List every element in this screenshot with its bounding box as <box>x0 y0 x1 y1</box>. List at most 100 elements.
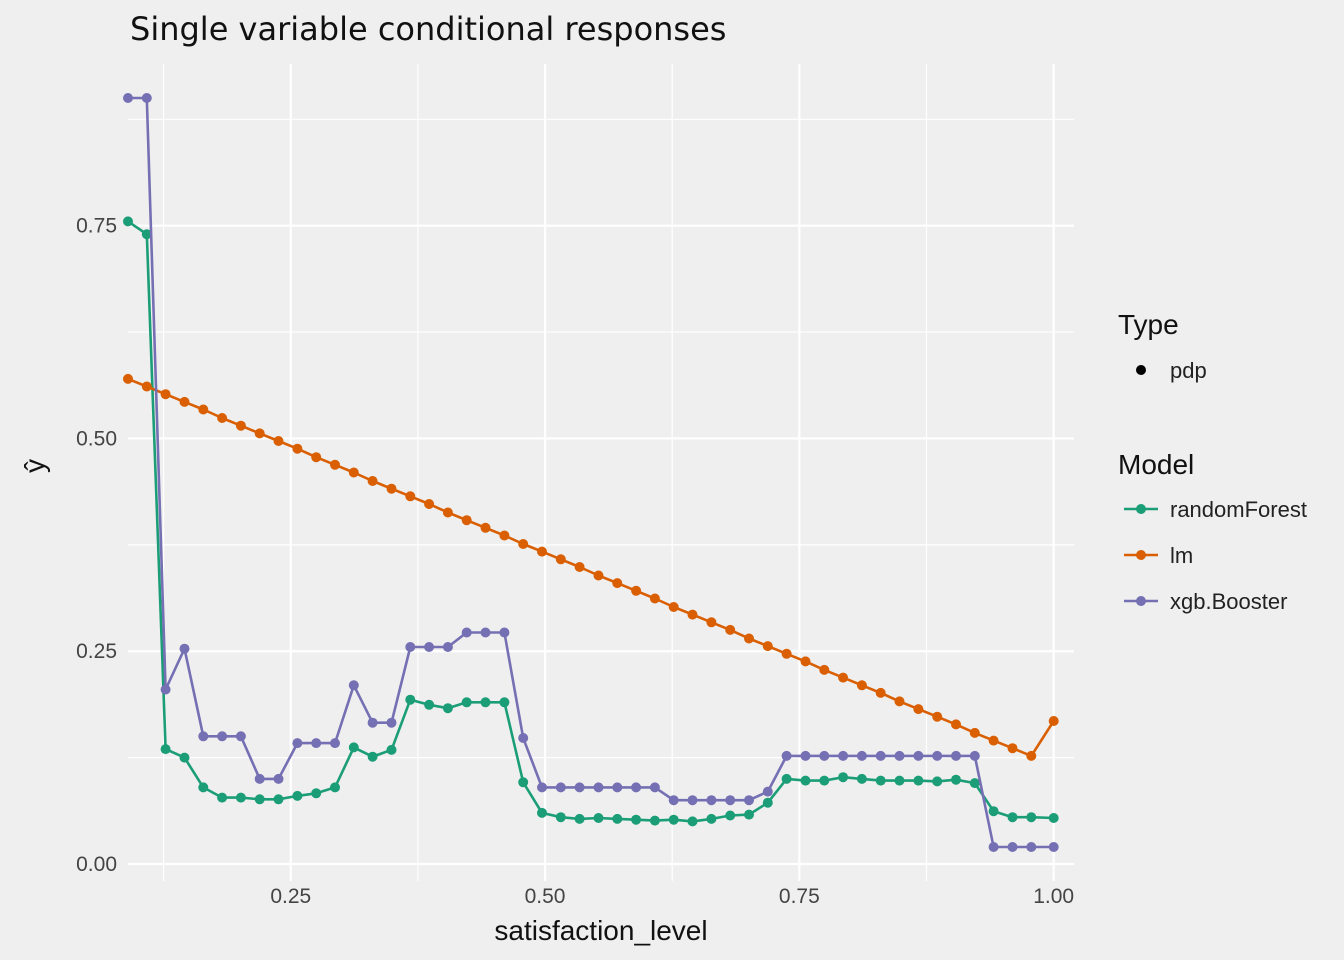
legend-key-point-lm <box>1136 550 1146 560</box>
data-point-randomforest <box>631 814 642 825</box>
data-point-xgb-booster <box>668 795 679 806</box>
data-point-xgb-booster <box>762 786 773 797</box>
data-point-randomforest <box>649 815 660 826</box>
data-point-randomforest <box>367 751 378 762</box>
data-point-xgb-booster <box>744 795 754 806</box>
legend: Type pdp Model randomForest lm xgb.Booster <box>1118 309 1307 614</box>
data-point-lm <box>875 687 886 698</box>
data-point-randomforest <box>424 699 435 710</box>
data-point-xgb-booster <box>969 750 980 761</box>
data-point-randomforest <box>838 772 849 783</box>
data-point-lm <box>386 483 397 494</box>
data-point-xgb-booster <box>386 717 397 728</box>
data-point-lm <box>894 696 905 707</box>
data-point-lm <box>405 491 416 502</box>
data-point-xgb-booster <box>800 750 811 761</box>
data-point-xgb-booster <box>1048 842 1059 852</box>
x-axis-title: satisfaction_level <box>494 915 707 946</box>
data-point-lm <box>1007 743 1018 754</box>
data-point-randomforest <box>1026 812 1037 823</box>
data-point-xgb-booster <box>875 750 886 761</box>
data-point-xgb-booster <box>518 733 529 743</box>
data-point-randomforest <box>330 782 340 793</box>
data-point-lm <box>856 680 867 691</box>
data-point-lm <box>480 522 491 533</box>
legend-label-lm: lm <box>1170 543 1193 568</box>
data-point-randomforest <box>235 792 246 803</box>
data-point-randomforest <box>1007 812 1018 823</box>
data-point-xgb-booster <box>555 782 566 793</box>
y-tick-label: 0.50 <box>76 427 117 450</box>
data-point-randomforest <box>762 797 773 808</box>
data-point-randomforest <box>442 703 453 714</box>
data-point-lm <box>781 648 792 659</box>
data-point-xgb-booster <box>706 795 717 806</box>
data-point-xgb-booster <box>913 750 924 761</box>
data-point-xgb-booster <box>631 782 642 793</box>
data-point-lm <box>951 719 961 730</box>
data-point-lm <box>123 373 133 384</box>
data-point-xgb-booster <box>932 750 943 761</box>
data-point-lm <box>744 633 754 644</box>
data-point-xgb-booster <box>424 642 435 652</box>
data-point-lm <box>141 381 152 392</box>
data-point-randomforest <box>480 697 491 708</box>
data-point-lm <box>273 436 284 446</box>
data-point-randomforest <box>687 816 698 827</box>
data-point-xgb-booster <box>951 750 961 761</box>
data-point-xgb-booster <box>593 782 604 793</box>
data-point-lm <box>461 515 472 526</box>
data-point-xgb-booster <box>273 773 284 784</box>
series-layer <box>123 93 1059 852</box>
data-point-randomforest <box>744 809 754 820</box>
data-point-xgb-booster <box>254 773 265 784</box>
plot-panel <box>128 64 1074 881</box>
data-point-randomforest <box>254 794 265 805</box>
data-point-lm <box>198 404 209 415</box>
data-point-randomforest <box>969 778 980 789</box>
data-point-lm <box>800 656 811 667</box>
data-point-randomforest <box>593 813 604 823</box>
legend-key-point-randomforest <box>1136 504 1146 514</box>
data-point-xgb-booster <box>574 782 585 793</box>
data-point-xgb-booster <box>725 795 736 806</box>
data-point-randomforest <box>706 813 717 824</box>
data-point-lm <box>612 578 623 589</box>
legend-key-point-xgb-booster <box>1136 596 1146 606</box>
data-point-xgb-booster <box>894 750 905 761</box>
legend-model-entries: randomForest lm xgb.Booster <box>1124 497 1307 614</box>
series-lm <box>123 373 1059 761</box>
data-point-xgb-booster <box>461 627 472 638</box>
data-point-lm <box>348 467 359 478</box>
data-point-randomforest <box>273 794 284 805</box>
data-point-xgb-booster <box>123 93 133 103</box>
data-point-lm <box>913 704 924 715</box>
data-point-xgb-booster <box>311 738 322 749</box>
data-point-xgb-booster <box>649 782 660 793</box>
data-point-xgb-booster <box>179 643 190 654</box>
data-point-randomforest <box>518 777 529 788</box>
data-point-lm <box>424 499 435 509</box>
data-point-randomforest <box>461 697 472 708</box>
legend-type-key-pdp <box>1136 365 1146 375</box>
data-point-xgb-booster <box>217 731 228 742</box>
data-point-randomforest <box>499 697 510 708</box>
data-point-randomforest <box>856 773 867 784</box>
data-point-lm <box>725 624 736 635</box>
minor-gridlines <box>128 64 1074 881</box>
data-point-randomforest <box>668 814 679 825</box>
data-point-randomforest <box>1048 813 1059 823</box>
data-point-randomforest <box>348 742 359 753</box>
data-point-xgb-booster <box>499 627 510 638</box>
data-point-lm <box>649 593 660 604</box>
data-point-randomforest <box>819 775 830 786</box>
legend-model-title: Model <box>1118 449 1194 480</box>
data-point-lm <box>179 396 190 407</box>
data-point-xgb-booster <box>292 738 303 749</box>
data-point-xgb-booster <box>781 750 792 761</box>
data-point-xgb-booster <box>405 642 416 652</box>
x-tick-label: 1.00 <box>1033 885 1074 908</box>
data-point-lm <box>235 420 246 431</box>
data-point-lm <box>762 641 773 652</box>
